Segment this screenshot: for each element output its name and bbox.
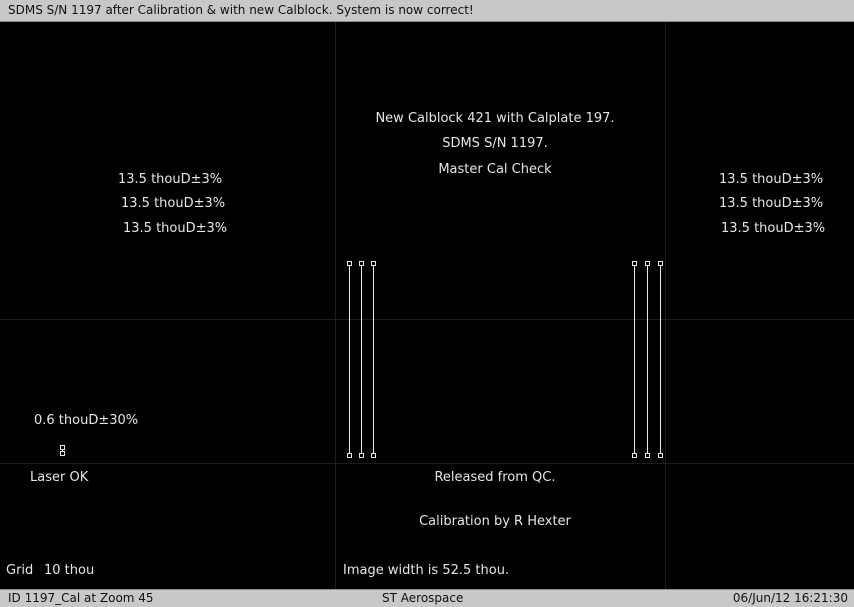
small-measurement-bar[interactable] <box>60 445 65 456</box>
left-measurement-3: 13.5 thouD±3% <box>123 221 228 236</box>
overlay-header-line-3: Master Cal Check <box>438 162 552 177</box>
measurement-bar[interactable] <box>359 261 364 458</box>
status-bar: ID 1197_Cal at Zoom 45 ST Aerospace 06/J… <box>0 589 854 607</box>
window-title: SDMS S/N 1197 after Calibration & with n… <box>8 3 474 17</box>
grid-line <box>0 463 854 464</box>
overlay-header-line-2: SDMS S/N 1197. <box>442 136 548 151</box>
status-image-id: ID 1197_Cal at Zoom 45 <box>8 591 154 605</box>
measurement-bar[interactable] <box>645 261 650 458</box>
release-status: Released from QC. <box>434 470 556 485</box>
measurement-viewport[interactable]: New Calblock 421 with Calplate 197. SDMS… <box>0 22 854 589</box>
status-timestamp: 06/Jun/12 16:21:30 <box>732 591 848 605</box>
left-measurement-2: 13.5 thouD±3% <box>121 196 226 211</box>
right-measurement-2: 13.5 thouD±3% <box>719 196 824 211</box>
laser-status: Laser OK <box>30 470 89 485</box>
grid-value: 10 thou <box>44 563 95 578</box>
measurement-bar[interactable] <box>347 261 352 458</box>
measurement-bar[interactable] <box>658 261 663 458</box>
right-measurement-3: 13.5 thouD±3% <box>721 221 826 236</box>
measurement-bar[interactable] <box>371 261 376 458</box>
left-measurement-1: 13.5 thouD±3% <box>118 172 223 187</box>
status-organization: ST Aerospace <box>382 591 464 605</box>
grid-label: Grid <box>6 563 34 578</box>
right-measurement-1: 13.5 thouD±3% <box>719 172 824 187</box>
window-title-bar: SDMS S/N 1197 after Calibration & with n… <box>0 0 854 22</box>
grid-line <box>335 22 336 589</box>
measurement-bar[interactable] <box>632 261 637 458</box>
calibrated-by: Calibration by R Hexter <box>419 514 571 529</box>
grid-line <box>665 22 666 589</box>
grid-line <box>0 319 854 320</box>
overlay-header-line-1: New Calblock 421 with Calplate 197. <box>375 111 615 126</box>
image-width: Image width is 52.5 thou. <box>343 563 510 578</box>
small-measurement: 0.6 thouD±30% <box>34 413 139 428</box>
